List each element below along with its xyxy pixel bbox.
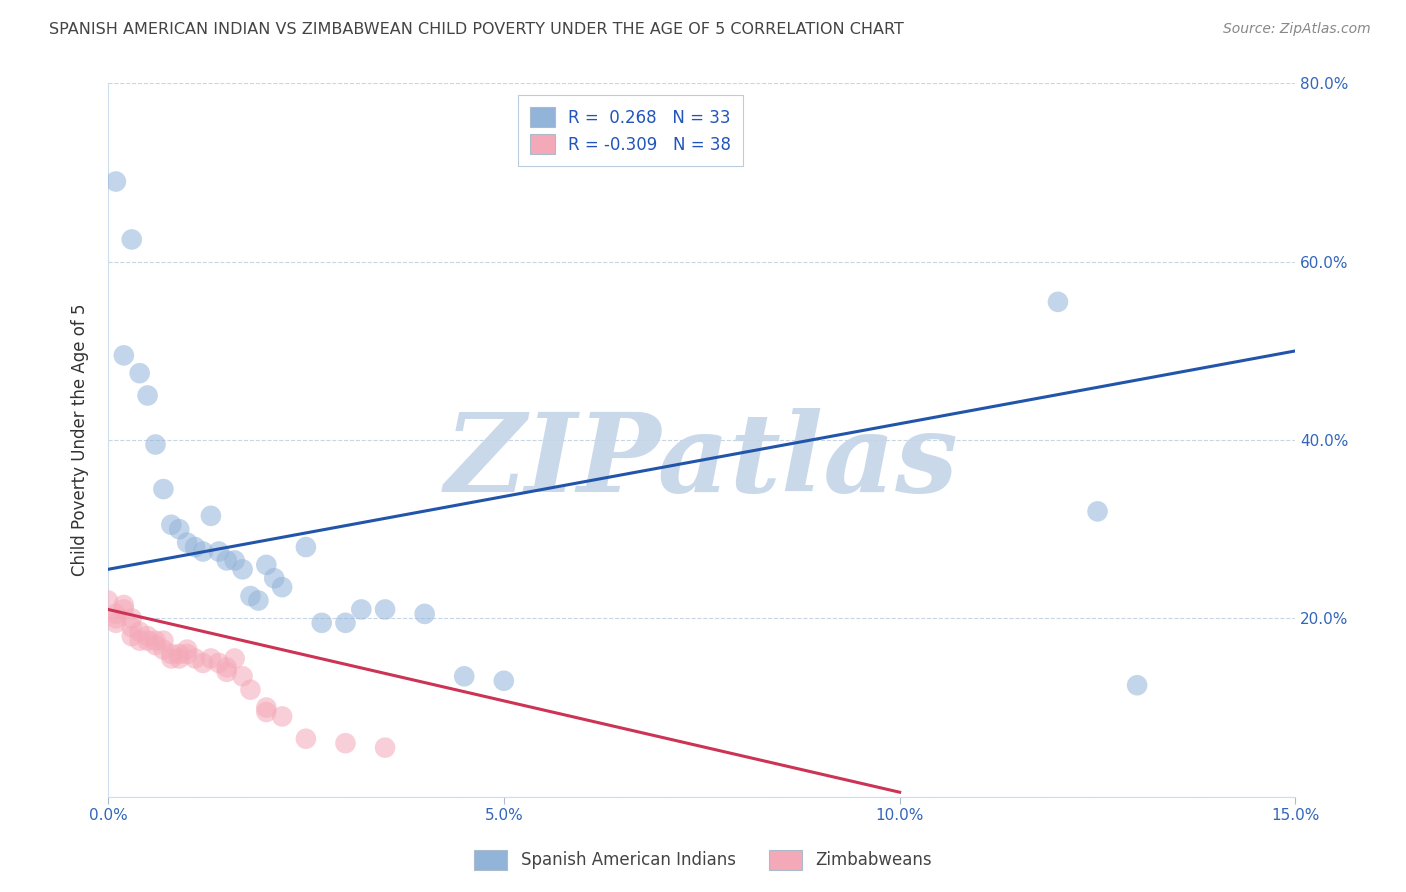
Point xyxy=(224,553,246,567)
Point xyxy=(215,660,238,674)
Point xyxy=(136,633,159,648)
Point xyxy=(112,598,135,612)
Point xyxy=(167,647,190,661)
Point xyxy=(128,624,150,639)
Legend: R =  0.268   N = 33, R = -0.309   N = 38: R = 0.268 N = 33, R = -0.309 N = 38 xyxy=(519,95,742,166)
Point xyxy=(152,642,174,657)
Point xyxy=(254,705,277,719)
Point xyxy=(215,553,238,567)
Point xyxy=(413,607,436,621)
Point xyxy=(247,593,270,607)
Point xyxy=(176,647,198,661)
Point xyxy=(350,602,373,616)
Point xyxy=(167,651,190,665)
Point xyxy=(128,633,150,648)
Point xyxy=(191,656,214,670)
Point xyxy=(160,647,183,661)
Point xyxy=(160,651,183,665)
Point xyxy=(112,348,135,362)
Text: ZIPatlas: ZIPatlas xyxy=(444,408,959,516)
Text: Source: ZipAtlas.com: Source: ZipAtlas.com xyxy=(1223,22,1371,37)
Point xyxy=(121,611,143,625)
Point xyxy=(104,174,127,188)
Point xyxy=(335,736,357,750)
Legend: Spanish American Indians, Zimbabweans: Spanish American Indians, Zimbabweans xyxy=(467,843,939,877)
Point xyxy=(263,571,285,585)
Point xyxy=(311,615,333,630)
Point xyxy=(152,482,174,496)
Point xyxy=(453,669,475,683)
Point xyxy=(200,508,222,523)
Point xyxy=(1126,678,1149,692)
Point xyxy=(121,232,143,246)
Point xyxy=(1087,504,1109,518)
Point xyxy=(224,651,246,665)
Point xyxy=(271,580,294,594)
Point xyxy=(176,642,198,657)
Point xyxy=(176,535,198,549)
Point xyxy=(191,544,214,558)
Point xyxy=(136,388,159,402)
Point xyxy=(492,673,515,688)
Point xyxy=(254,700,277,714)
Point xyxy=(145,437,167,451)
Point xyxy=(374,740,396,755)
Point xyxy=(239,589,262,603)
Point xyxy=(295,731,318,746)
Point xyxy=(145,633,167,648)
Point xyxy=(1046,294,1069,309)
Point xyxy=(374,602,396,616)
Point xyxy=(215,665,238,679)
Point xyxy=(184,540,207,554)
Point xyxy=(208,656,231,670)
Point xyxy=(160,517,183,532)
Point xyxy=(145,638,167,652)
Text: SPANISH AMERICAN INDIAN VS ZIMBABWEAN CHILD POVERTY UNDER THE AGE OF 5 CORRELATI: SPANISH AMERICAN INDIAN VS ZIMBABWEAN CH… xyxy=(49,22,904,37)
Point xyxy=(104,611,127,625)
Point xyxy=(104,615,127,630)
Point xyxy=(136,629,159,643)
Point xyxy=(295,540,318,554)
Y-axis label: Child Poverty Under the Age of 5: Child Poverty Under the Age of 5 xyxy=(72,304,89,576)
Point xyxy=(184,651,207,665)
Point xyxy=(152,633,174,648)
Point xyxy=(97,593,120,607)
Point xyxy=(167,522,190,536)
Point xyxy=(200,651,222,665)
Point xyxy=(112,602,135,616)
Point xyxy=(104,607,127,621)
Point xyxy=(271,709,294,723)
Point xyxy=(254,558,277,572)
Point xyxy=(239,682,262,697)
Point xyxy=(128,366,150,380)
Point xyxy=(335,615,357,630)
Point xyxy=(232,669,254,683)
Point xyxy=(121,629,143,643)
Point xyxy=(121,620,143,634)
Point xyxy=(232,562,254,576)
Point xyxy=(208,544,231,558)
